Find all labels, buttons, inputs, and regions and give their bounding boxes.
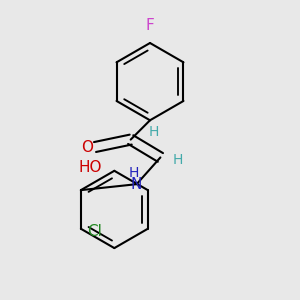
Text: H: H: [148, 125, 159, 139]
Text: H: H: [172, 153, 183, 167]
Text: F: F: [146, 18, 154, 33]
Text: N: N: [131, 177, 142, 192]
Text: O: O: [82, 140, 94, 154]
Text: H: H: [128, 166, 139, 180]
Text: Cl: Cl: [87, 224, 102, 239]
Text: HO: HO: [79, 160, 102, 175]
